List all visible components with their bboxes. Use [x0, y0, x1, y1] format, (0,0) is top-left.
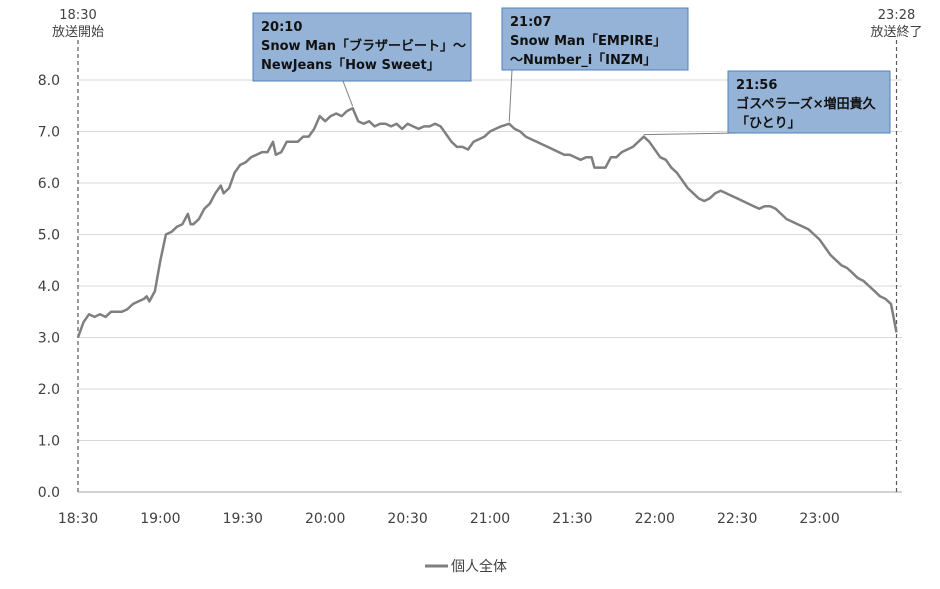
y-tick-label: 3.0 — [38, 331, 60, 347]
annotation-box — [727, 70, 891, 134]
end-marker-label: 放送終了 — [870, 24, 922, 40]
annotation-text: 「ひとり」 — [736, 115, 801, 131]
legend-label: 個人全体 — [451, 558, 507, 575]
series-layer — [76, 107, 898, 338]
end-marker-time: 23:28 — [878, 8, 915, 23]
y-tick-label: 2.0 — [38, 382, 60, 398]
x-axis: 18:30 19:00 19:30 20:00 20:30 21:00 21:30 22:00… — [58, 491, 902, 527]
annotations: 20:10 Snow Man「ブラザービート」～ NewJeans「How Swee… — [252, 7, 891, 136]
annotation-text: 21:56 — [736, 78, 777, 93]
y-tick-label: 7.0 — [38, 125, 60, 141]
annotation-text: Snow Man「ブラザービート」～ — [261, 38, 466, 54]
y-tick-label: 8.0 — [38, 73, 60, 89]
y-tick-label: 4.0 — [38, 279, 60, 295]
y-tick-label: 1.0 — [38, 434, 60, 450]
y-tick-label: 5.0 — [38, 228, 60, 244]
annotation-leader — [508, 69, 513, 122]
legend: 個人全体 — [425, 558, 507, 575]
annotation-text: ～Number_i「INZM」 — [510, 52, 656, 68]
y-tick-label: 6.0 — [38, 176, 60, 192]
annotation-text: ゴスペラーズ×増田貴久 — [736, 96, 877, 112]
annotation-text: 20:10 — [261, 20, 302, 35]
annotation-text: NewJeans「How Sweet」 — [261, 57, 440, 73]
annotation-leader — [643, 132, 739, 136]
annotation-text: Snow Man「EMPIRE」 — [510, 33, 666, 49]
annotation-text: 21:07 — [510, 15, 551, 30]
x-tick-label: 20:30 — [387, 511, 427, 527]
annotation-leader — [342, 80, 354, 107]
start-marker-time: 18:30 — [59, 8, 96, 23]
start-marker-label: 放送開始 — [52, 25, 104, 40]
x-tick-label: 21:30 — [552, 511, 592, 527]
annotation-box — [252, 12, 472, 82]
x-tick-label: 21:00 — [470, 511, 510, 527]
y-tick-label: 0.0 — [38, 485, 60, 501]
series-line-kojin-zentai — [76, 107, 898, 338]
gridlines — [78, 79, 902, 441]
x-tick-label: 19:30 — [223, 511, 263, 527]
annotation-box — [501, 7, 689, 71]
x-tick-label: 18:30 — [58, 511, 98, 527]
x-tick-label: 22:00 — [635, 511, 675, 527]
x-tick-label: 20:00 — [305, 511, 345, 527]
x-tick-label: 19:00 — [140, 511, 180, 527]
x-tick-label: 22:30 — [717, 511, 757, 527]
y-axis: 0.0 1.0 2.0 3.0 4.0 5.0 6.0 7.0 8.0 — [38, 73, 60, 501]
x-tick-label: 23:00 — [799, 511, 839, 527]
